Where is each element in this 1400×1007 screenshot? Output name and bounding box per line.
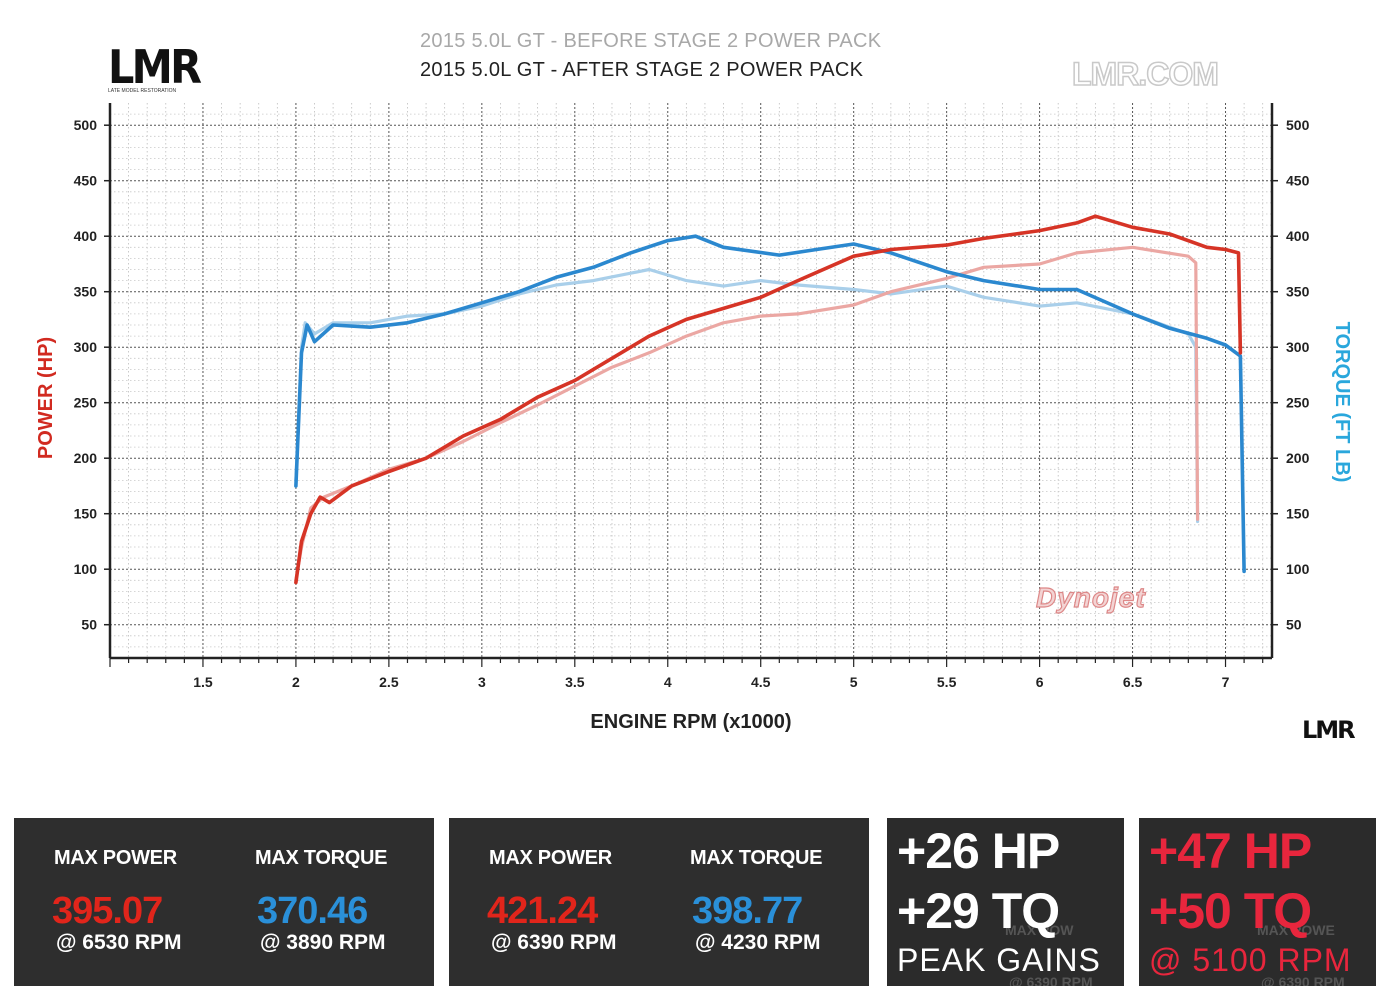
max-torque-rpm: @ 3890 RPM [260, 931, 386, 954]
peak-gains-label: PEAK GAINS [897, 942, 1101, 978]
x-tick-label: 1.5 [193, 674, 213, 690]
site-watermark: LMR.COM [1071, 55, 1219, 93]
max-torque-rpm: @ 4230 RPM [695, 931, 821, 954]
power-after-line [294, 214, 1243, 585]
x-tick-label: 6 [1036, 674, 1044, 690]
y-tick-label-right: 300 [1286, 339, 1310, 355]
x-tick-label: 4.5 [751, 674, 771, 690]
y-tick-label-right: 450 [1286, 173, 1310, 189]
peak-hp-gain: +26 HP [897, 823, 1060, 879]
lmr-logo: LMR [108, 40, 202, 94]
legend-after: 2015 5.0L GT - AFTER STAGE 2 POWER PACK [420, 59, 864, 81]
lmr-logo-subtext: LATE MODEL RESTORATION [108, 88, 177, 94]
max-power-rpm: @ 6390 RPM [491, 931, 617, 954]
y-axis-label-left: POWER (HP) [35, 337, 57, 459]
max-power-label: MAX POWER [489, 847, 612, 869]
y-tick-label-right: 50 [1286, 617, 1302, 633]
x-tick-label: 3 [478, 674, 486, 690]
y-tick-label-right: 400 [1286, 228, 1310, 244]
rpm-gains-panel: MAX POWE @ 6390 RPM +47 HP +50 TQ @ 5100… [1139, 818, 1376, 986]
max-torque-label: MAX TORQUE [690, 847, 823, 869]
y-tick-label-left: 100 [74, 561, 98, 577]
max-power-value: 421.24 [487, 890, 598, 932]
legend-before: 2015 5.0L GT - BEFORE STAGE 2 POWER PACK [420, 30, 882, 52]
x-tick-label: 3.5 [565, 674, 585, 690]
ghost-label: MAX POW [1005, 922, 1074, 938]
y-tick-label-right: 100 [1286, 561, 1310, 577]
y-tick-label-left: 50 [81, 617, 97, 633]
chart-axes [104, 103, 1278, 667]
y-tick-label-left: 350 [74, 284, 98, 300]
y-tick-label-left: 300 [74, 339, 98, 355]
x-tick-label: 7 [1222, 674, 1230, 690]
lmr-logo-small: LMR [1302, 716, 1356, 744]
y-tick-label-right: 200 [1286, 450, 1310, 466]
x-tick-label: 5 [850, 674, 858, 690]
y-axis-label-right: TORQUE (FT LB) [1331, 322, 1353, 483]
torque-before-line [294, 267, 1200, 524]
ghost-rpm: @ 6390 RPM [1009, 974, 1093, 986]
y-tick-label-right: 250 [1286, 395, 1310, 411]
x-tick-label: 2.5 [379, 674, 399, 690]
rpm-tq-gain: +50 TQ [1149, 883, 1312, 939]
y-tick-label-left: 450 [74, 173, 98, 189]
max-power-rpm: @ 6530 RPM [56, 931, 182, 954]
max-torque-value: 398.77 [692, 890, 803, 932]
max-power-label: MAX POWER [54, 847, 177, 869]
y-tick-label-left: 250 [74, 395, 98, 411]
y-tick-label-left: 200 [74, 450, 98, 466]
rpm-gains-label: @ 5100 RPM [1149, 942, 1352, 978]
y-tick-label-right: 150 [1286, 506, 1310, 522]
y-tick-label-left: 150 [74, 506, 98, 522]
dynojet-watermark: Dynojet [1035, 581, 1146, 613]
torque-after-line [294, 234, 1246, 574]
x-tick-label: 6.5 [1123, 674, 1143, 690]
y-tick-label-left: 400 [74, 228, 98, 244]
y-tick-label-right: 350 [1286, 284, 1310, 300]
max-torque-label: MAX TORQUE [255, 847, 388, 869]
y-tick-label-right: 500 [1286, 117, 1310, 133]
rpm-hp-gain: +47 HP [1149, 823, 1312, 879]
y-tick-label-left: 500 [74, 117, 98, 133]
x-tick-label: 4 [664, 674, 672, 690]
x-tick-label: 2 [292, 674, 300, 690]
ghost-rpm: @ 6390 RPM [1261, 974, 1345, 986]
chart-grid [110, 103, 1272, 658]
stats-panel-after: MAX POWER 421.24 @ 6390 RPM MAX TORQUE 3… [449, 818, 869, 986]
chart-series [294, 214, 1246, 585]
peak-gains-panel: MAX POW @ 6390 RPM +26 HP +29 TQ PEAK GA… [887, 818, 1124, 986]
x-tick-label: 5.5 [937, 674, 957, 690]
max-power-value: 395.07 [52, 890, 163, 932]
peak-tq-gain: +29 TQ [897, 883, 1060, 939]
ghost-label: MAX POWE [1257, 922, 1335, 938]
max-torque-value: 370.46 [257, 890, 368, 932]
stats-panel-before: MAX POWER 395.07 @ 6530 RPM MAX TORQUE 3… [14, 818, 434, 986]
x-axis-label: ENGINE RPM (x1000) [590, 711, 791, 733]
